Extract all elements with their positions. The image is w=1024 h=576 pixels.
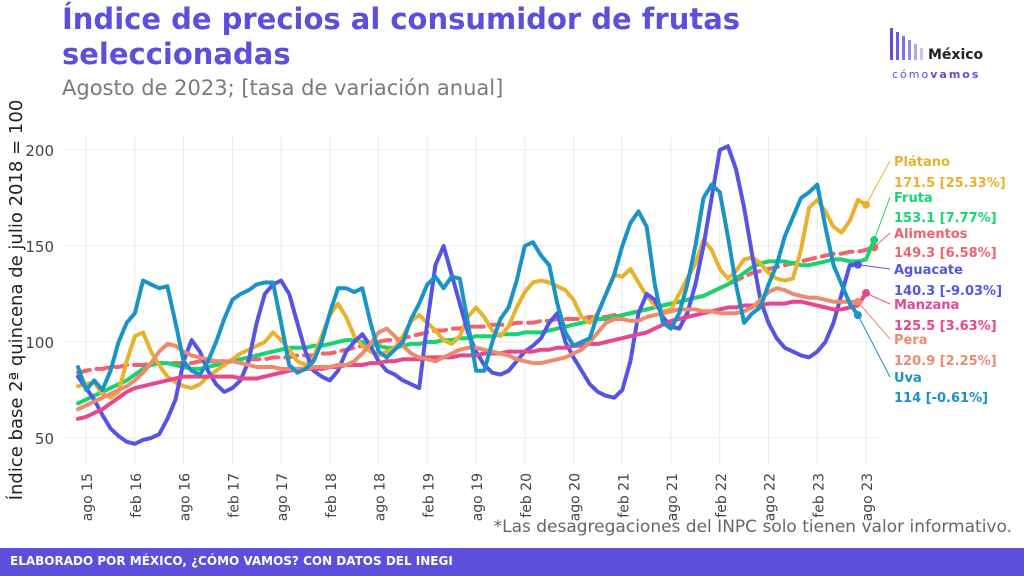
- label-connector: [873, 232, 891, 248]
- line-chart: 50 100 150 200 ago 15 feb 16 ago 16 feb 17 ago 1…: [5, 100, 1006, 522]
- x-tick-label: feb 23: [811, 473, 827, 518]
- series-lines: [76, 144, 879, 446]
- x-tick-label: feb 20: [519, 473, 535, 518]
- series-name-label: Pera: [894, 333, 928, 348]
- x-tick-label: ago 20: [568, 473, 584, 521]
- x-tick-label: feb 19: [421, 473, 437, 518]
- series-name-label: Alimentos: [894, 227, 968, 242]
- series-value-label: 153.1 [7.77%]: [894, 211, 997, 226]
- label-connector: [857, 301, 891, 340]
- y-tick-label: 100: [25, 334, 54, 352]
- series-line-aguacate: [76, 144, 860, 446]
- series-name-label: Aguacate: [894, 263, 963, 278]
- series-value-label: 140.3 [-9.03%]: [894, 284, 1002, 299]
- series-labels: Alimentos 149.3 [6.58%] Fruta 153.1 [7.77%]…: [857, 155, 1006, 406]
- series-name-label: Manzana: [894, 298, 959, 313]
- y-tick-label: 200: [25, 142, 54, 160]
- series-name-label: Plátano: [894, 155, 950, 170]
- label-connector: [873, 196, 891, 241]
- x-tick-label: ago 21: [665, 473, 681, 521]
- y-tick-label: 150: [25, 238, 54, 256]
- grid: 50 100 150 200 ago 15 feb 16 ago 16 feb 17 ago 1…: [25, 135, 880, 521]
- chart-subtitle: Agosto de 2023; [tasa de variación anual…: [62, 76, 504, 100]
- y-tick-label: 50: [35, 430, 54, 448]
- series-line-uva: [76, 182, 860, 392]
- x-tick-label: ago 19: [470, 473, 486, 521]
- series-value-label: 149.3 [6.58%]: [894, 246, 997, 261]
- series-value-label: 171.5 [25.33%]: [894, 176, 1006, 191]
- x-tick-label: ago 23: [860, 473, 876, 521]
- x-tick-label: feb 17: [226, 473, 242, 518]
- series-line-fruta: [76, 238, 877, 406]
- x-tick-label: ago 15: [80, 473, 96, 521]
- footer-bar: ELABORADO POR MÉXICO, ¿CÓMO VAMOS? CON D…: [0, 548, 1024, 576]
- x-tick-label: ago 16: [178, 473, 194, 521]
- x-tick-label: feb 16: [129, 473, 145, 518]
- x-tick-label: ago 22: [763, 473, 779, 521]
- label-connector: [857, 264, 891, 270]
- x-tick-label: feb 22: [714, 473, 730, 518]
- x-tick-label: ago 17: [275, 473, 291, 521]
- x-tick-label: feb 18: [324, 473, 340, 518]
- logo-tag: cómovamos: [892, 68, 981, 81]
- logo-bars-icon: [890, 28, 923, 60]
- x-tick-label: feb 21: [616, 473, 632, 518]
- label-connector: [857, 314, 891, 378]
- x-tick-label: ago 18: [373, 473, 389, 521]
- label-connector: [865, 160, 891, 205]
- label-connector: [865, 292, 891, 305]
- series-name-label: Fruta: [894, 191, 933, 206]
- footnote: *Las desagregaciones del INPC solo tiene…: [493, 517, 1012, 537]
- y-axis-label: Índice base 2ª quincena de julio 2018 = …: [5, 100, 27, 501]
- series-value-label: 120.9 [2.25%]: [894, 354, 997, 369]
- series-name-label: Uva: [894, 371, 922, 386]
- footer-text: ELABORADO POR MÉXICO, ¿CÓMO VAMOS? CON D…: [10, 554, 453, 568]
- series-value-label: 114 [-0.61%]: [894, 391, 988, 406]
- logo-name: México: [928, 47, 984, 63]
- mexico-como-vamos-logo: México cómovamos: [888, 20, 1008, 90]
- chart-title: Índice de precios al consumidor de fruta…: [62, 2, 741, 71]
- series-value-label: 125.5 [3.63%]: [894, 319, 997, 334]
